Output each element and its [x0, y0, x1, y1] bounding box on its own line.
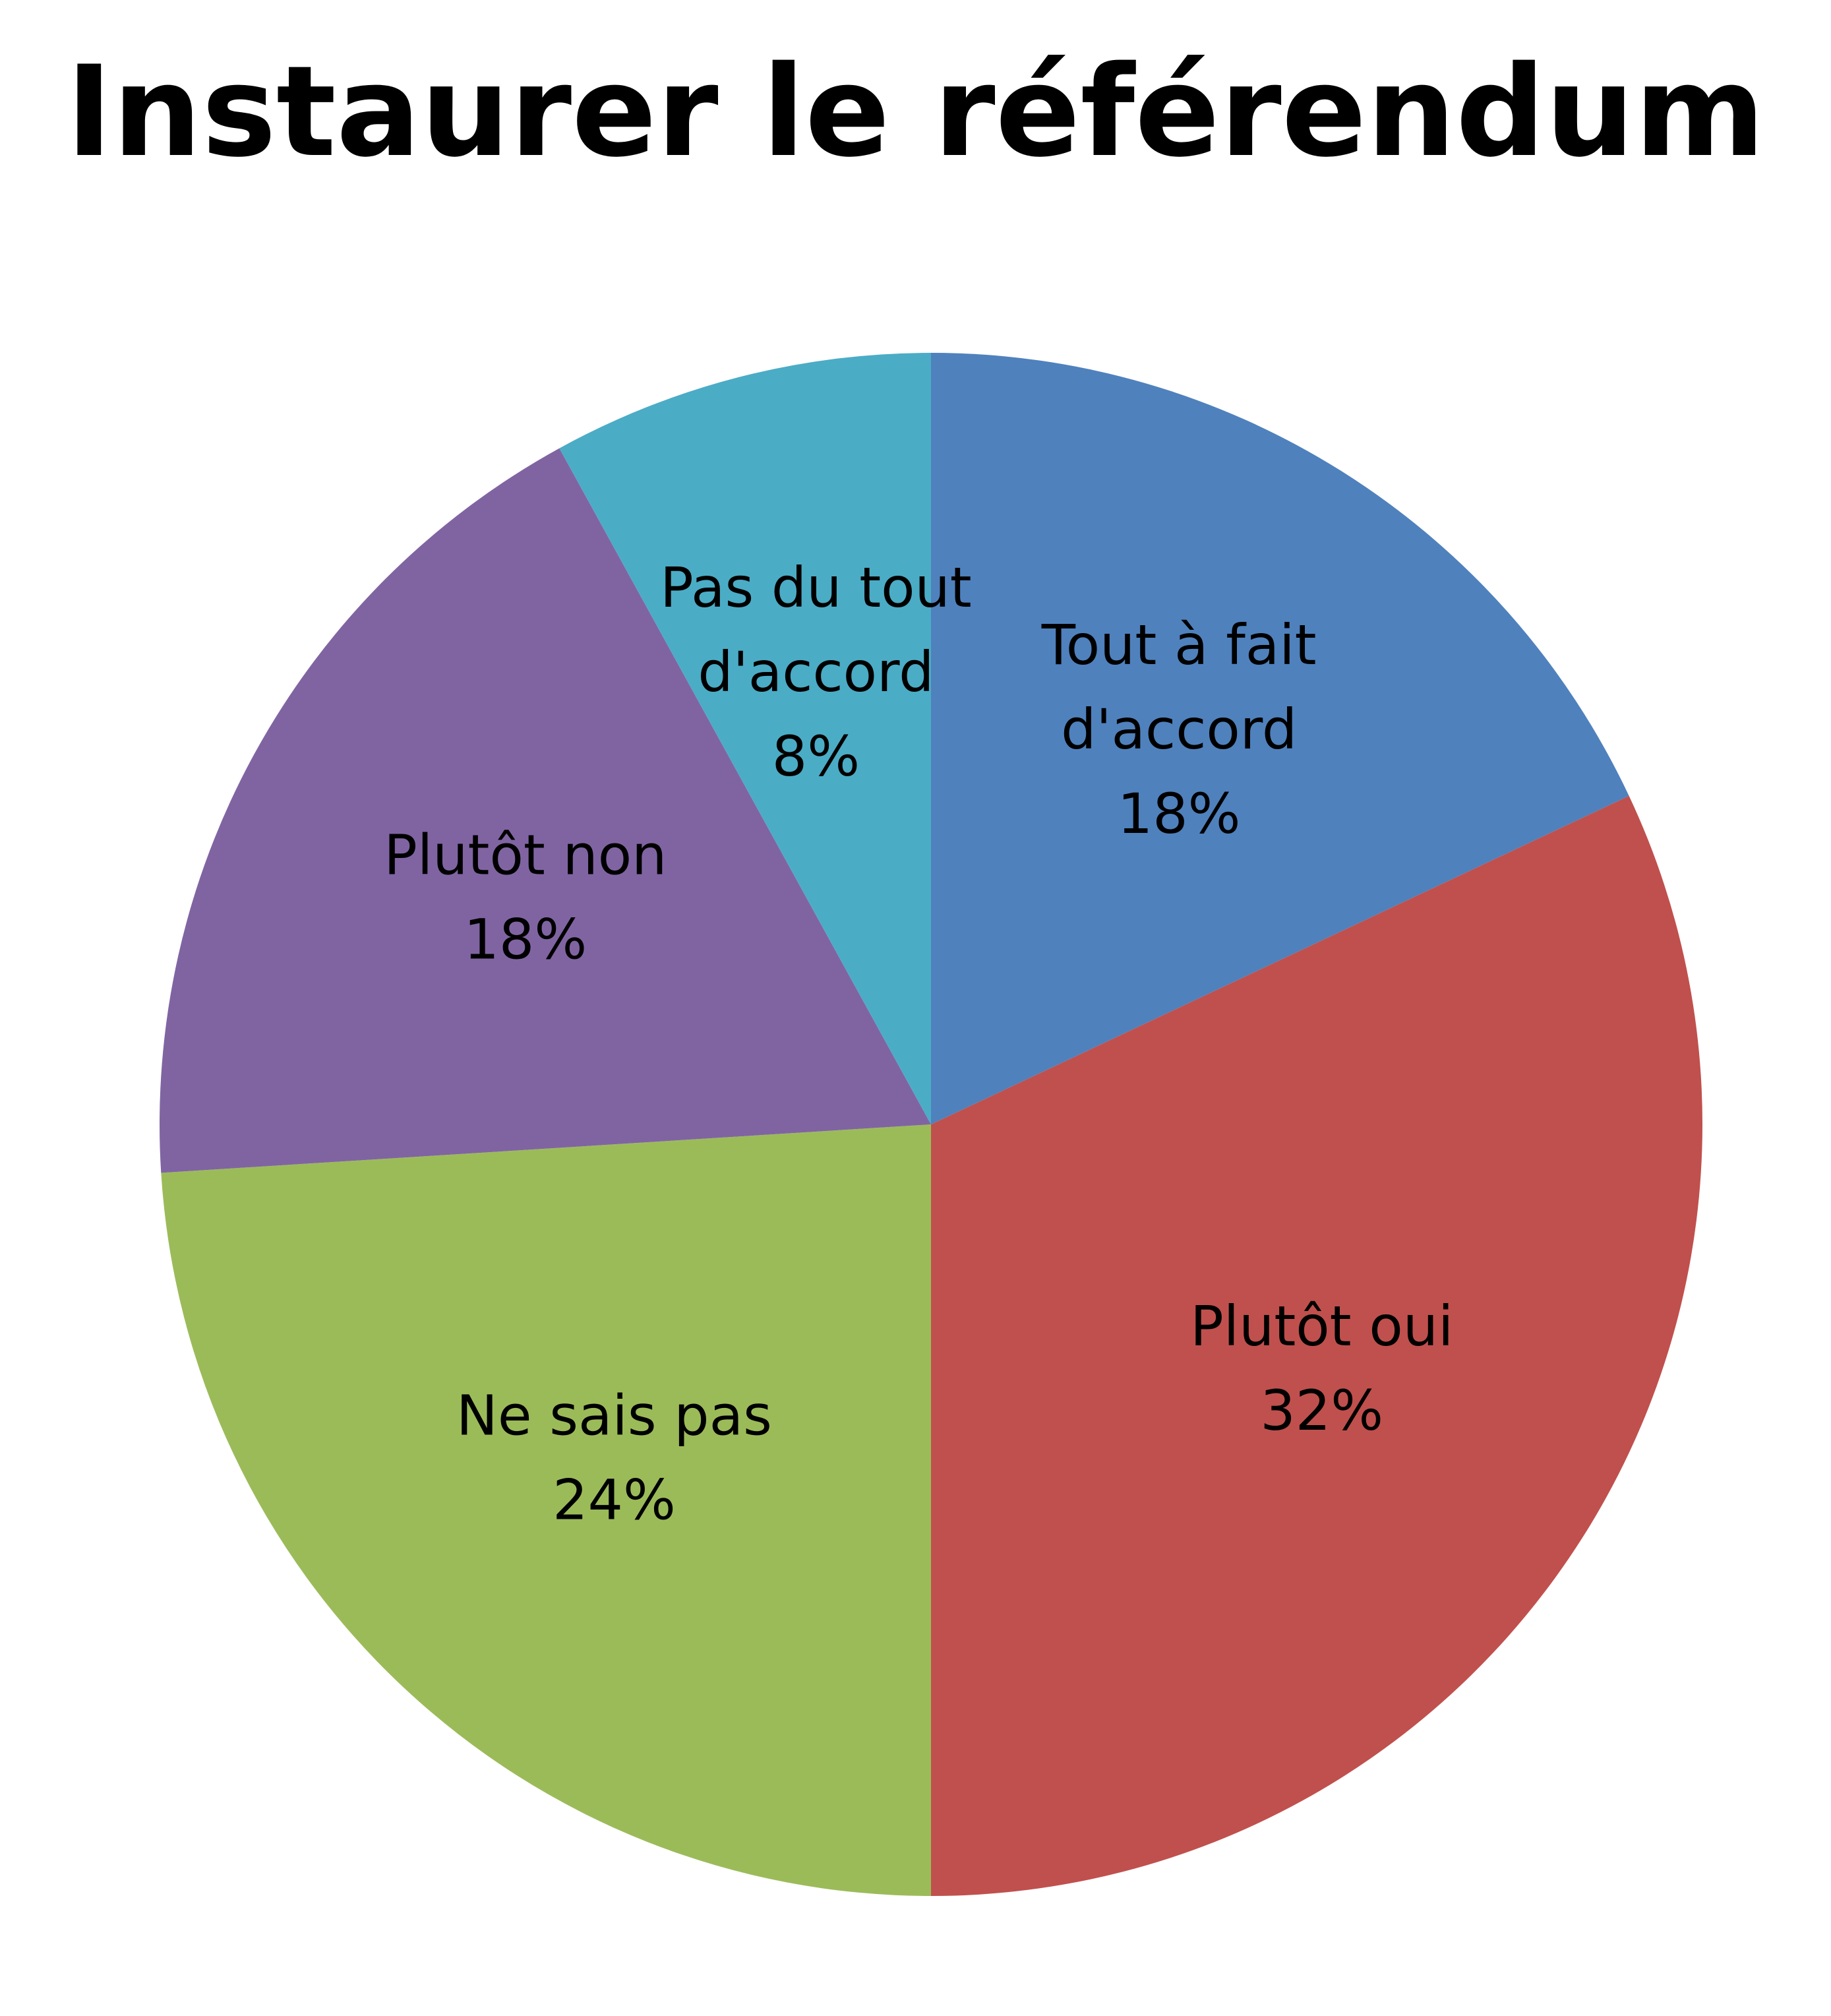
- pie-slices: [159, 353, 1703, 1896]
- slice-category-label: Plutôt non: [384, 823, 667, 888]
- pie-slice-0: [931, 353, 1629, 1124]
- slice-category-label: d'accord: [1061, 697, 1297, 762]
- slice-value-label: 8%: [772, 724, 860, 789]
- slice-category-label: Pas du tout: [660, 555, 972, 620]
- slice-label-3: Plutôt non 18%: [384, 823, 667, 972]
- pie-slice-2: [161, 1124, 932, 1896]
- chart-title: Instaurer le référendum: [65, 39, 1766, 185]
- pie-labels: Tout à fait d'accord 18% Plutôt oui 32% Ne sa…: [384, 555, 1453, 1533]
- slice-category-label: d'accord: [698, 640, 934, 704]
- slice-category-label: Ne sais pas: [456, 1384, 772, 1448]
- slice-category-label: Plutôt oui: [1190, 1294, 1453, 1359]
- slice-label-0: Tout à fait d'accord 18%: [1041, 613, 1317, 846]
- slice-category-label: Tout à fait: [1041, 613, 1317, 677]
- slice-label-1: Plutôt oui 32%: [1190, 1294, 1453, 1443]
- slice-label-4: Pas du tout d'accord 8%: [660, 555, 972, 789]
- slice-value-label: 18%: [464, 907, 587, 972]
- slice-value-label: 24%: [553, 1468, 676, 1533]
- slice-value-label: 18%: [1118, 781, 1241, 846]
- slice-value-label: 32%: [1260, 1378, 1383, 1443]
- pie-slice-4: [559, 353, 931, 1124]
- pie-slice-1: [931, 795, 1703, 1896]
- pie-slice-3: [159, 448, 931, 1173]
- slice-label-2: Ne sais pas 24%: [456, 1384, 772, 1533]
